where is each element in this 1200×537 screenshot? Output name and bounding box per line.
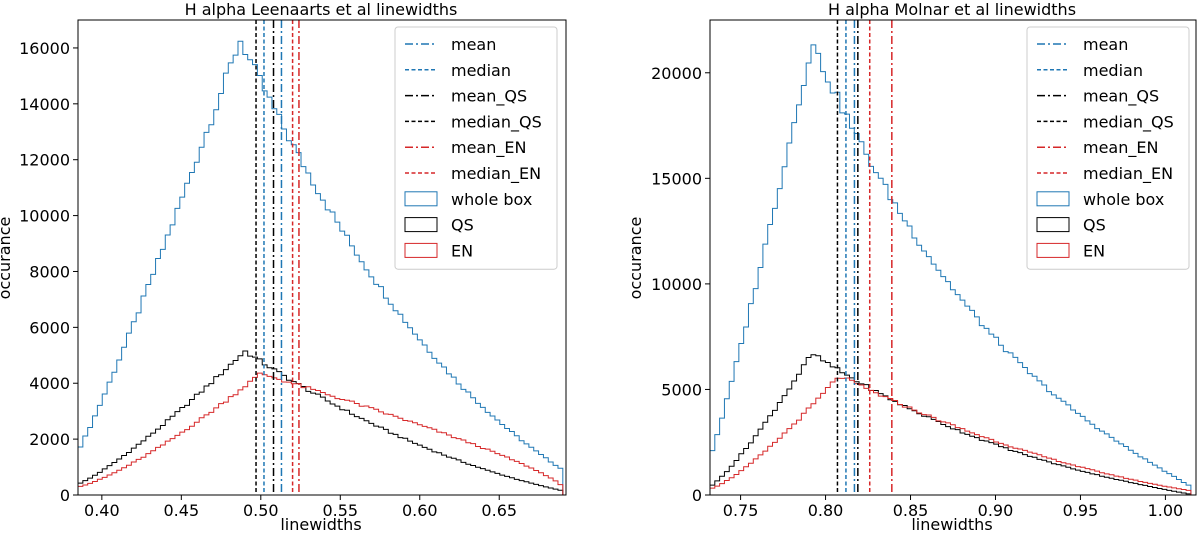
legend-handle — [1036, 191, 1070, 207]
plot-area — [78, 20, 564, 495]
y-tick-label: 20000 — [651, 64, 702, 83]
histogram-en — [710, 377, 1192, 495]
x-tick-label: 0.85 — [893, 501, 929, 520]
y-tick-label: 10000 — [19, 207, 70, 226]
x-tick-label: 0.75 — [723, 501, 759, 520]
legend-label: EN — [1083, 241, 1105, 260]
panel-molnar: H alpha Molnar et al linewidths linewidt… — [626, 0, 1197, 534]
histogram-whole-box — [710, 44, 1192, 495]
y-tick-label: 10000 — [651, 275, 702, 294]
axis-ticks: 0.75 0.80 0.85 0.90 0.95 1.00 0 5000 10000 15000 2… — [651, 64, 1183, 520]
x-tick-label: 0.60 — [402, 501, 438, 520]
legend-label: median — [451, 61, 511, 80]
x-tick-label: 0.95 — [1063, 501, 1099, 520]
y-tick-label: 16000 — [19, 39, 70, 58]
legend-label: whole box — [1083, 190, 1164, 209]
y-axis-label: occurance — [626, 217, 645, 300]
plot-area — [710, 20, 1192, 495]
legend-label: mean_QS — [451, 87, 527, 107]
y-tick-label: 2000 — [29, 430, 70, 449]
legend-handle — [1036, 217, 1070, 233]
legend-handle — [1036, 242, 1070, 258]
x-tick-label: 0.90 — [978, 501, 1014, 520]
legend-frame — [394, 26, 558, 270]
histogram-qs — [710, 354, 1192, 495]
panel-leenaarts: H alpha Leenaarts et al linewidths linew… — [0, 0, 567, 534]
y-tick-label: 8000 — [29, 262, 70, 281]
legend-handle — [404, 191, 438, 207]
y-tick-label: 6000 — [29, 318, 70, 337]
axes-frame — [709, 19, 1197, 496]
x-tick-label: 0.55 — [322, 501, 358, 520]
axis-ticks: 0.40 0.45 0.50 0.55 0.60 0.65 0 2000 4000 6000 800… — [19, 39, 517, 520]
y-tick-label: 12000 — [19, 151, 70, 170]
legend-handle — [404, 242, 438, 258]
y-tick-label: 5000 — [661, 380, 702, 399]
chart-title: H alpha Molnar et al linewidths — [828, 0, 1076, 19]
legend-label: median_QS — [1083, 112, 1174, 132]
legend-label: QS — [451, 216, 474, 235]
legend: mean median mean_QS median_QS mean_EN median_… — [1026, 26, 1190, 270]
x-tick-label: 1.00 — [1148, 501, 1184, 520]
legend-label: mean_EN — [451, 138, 526, 158]
y-tick-label: 4000 — [29, 374, 70, 393]
axes-frame — [77, 19, 567, 496]
legend-label: median_QS — [451, 112, 542, 132]
legend-handle — [404, 217, 438, 233]
y-tick-label: 0 — [692, 486, 702, 505]
legend-label: mean_QS — [1083, 87, 1159, 107]
x-tick-label: 0.50 — [243, 501, 279, 520]
legend-label: EN — [451, 241, 473, 260]
legend-label: QS — [1083, 216, 1106, 235]
histogram-whole-box — [78, 40, 564, 495]
x-tick-label: 0.65 — [481, 501, 517, 520]
legend-label: mean — [1083, 35, 1128, 54]
chart-title: H alpha Leenaarts et al linewidths — [185, 0, 458, 19]
y-tick-label: 14000 — [19, 95, 70, 114]
legend-label: mean_EN — [1083, 138, 1158, 158]
legend-label: whole box — [451, 190, 532, 209]
histogram-qs — [78, 350, 564, 495]
legend: mean median mean_QS median_QS mean_EN median_… — [394, 26, 558, 270]
x-axis-label: linewidths — [280, 515, 361, 534]
x-axis-label: linewidths — [911, 515, 992, 534]
y-tick-label: 15000 — [651, 169, 702, 188]
legend-frame — [1026, 26, 1190, 270]
legend-label: mean — [451, 35, 496, 54]
legend-label: median_EN — [451, 164, 541, 184]
y-axis-label: occurance — [0, 217, 14, 300]
histogram-en — [78, 372, 564, 495]
x-tick-label: 0.80 — [808, 501, 844, 520]
x-tick-label: 0.45 — [164, 501, 200, 520]
legend-label: median — [1083, 61, 1143, 80]
legend-label: median_EN — [1083, 164, 1173, 184]
x-tick-label: 0.40 — [84, 501, 120, 520]
y-tick-label: 0 — [60, 486, 70, 505]
